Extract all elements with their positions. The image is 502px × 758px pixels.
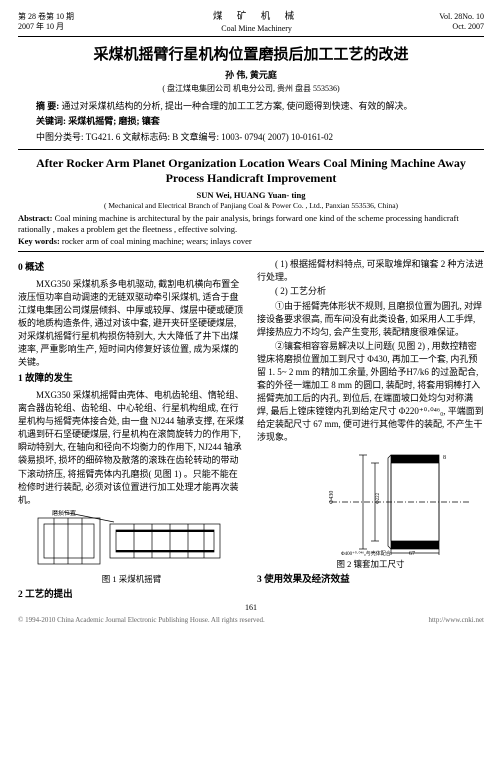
section-0-title: 0 概述: [18, 262, 245, 276]
section-2-p1: ( 1) 根据摇臂材料特点, 可采取堆焊和镶套 2 种方法进行处理。: [257, 258, 484, 284]
abstract-cn-text: 通过对采煤机结构的分析, 提出一种合理的加工工艺方案, 使问题得到快速、有效的解…: [62, 101, 413, 111]
section-2-p3: ①由于摇臂壳体形状不规则, 且磨损位置为圆孔, 对焊接设备要求很高, 而车间没有…: [257, 300, 484, 339]
journal-name-en: Coal Mine Machinery: [213, 24, 300, 34]
title-en: After Rocker Arm Planet Organization Loc…: [18, 156, 484, 186]
section-0-p1: MXG350 采煤机系多电机驱动, 截割电机横向布置全液压恒功率自动调速的无链双…: [18, 278, 245, 369]
abstract-en-text: Coal mining machine is architectural by …: [18, 213, 459, 234]
title-cn: 采煤机摇臂行星机构位置磨损后加工工艺的改进: [18, 43, 484, 64]
separator-rule: [18, 149, 484, 150]
figure-2: Φ430 Φ222 Φ400⁺⁰·⁰⁴⁶₀与壳体配合 67 8 图 2 镶套加工…: [257, 447, 484, 570]
abstract-en-label: Abstract:: [18, 213, 52, 223]
authors-en: SUN Wei, HUANG Yuan- ting: [18, 190, 484, 200]
date-en: Oct. 2007: [439, 22, 484, 32]
section-1-p1: MXG350 采煤机摇臂由壳体、电机齿轮组、惰轮组、离合器齿轮组、齿轮组、中心轮…: [18, 389, 245, 506]
section-2-p2: ( 2) 工艺分析: [257, 285, 484, 298]
footer-copyright: © 1994-2010 China Academic Journal Elect…: [18, 616, 265, 624]
journal-name-cn: 煤 矿 机 械: [213, 12, 300, 24]
header-right: Vol. 28No. 10 Oct. 2007: [439, 12, 484, 34]
fig1-label-1: 磨损位置: [52, 510, 76, 517]
vol-issue-cn: 第 28 卷第 10 期: [18, 12, 74, 22]
keywords-en: Key words: rocker arm of coal mining mac…: [18, 236, 484, 247]
authors-cn: 孙 伟, 黄元庭: [18, 68, 484, 81]
date-cn: 2007 年 10 月: [18, 22, 74, 32]
header-left: 第 28 卷第 10 期 2007 年 10 月: [18, 12, 74, 34]
figure-1-svg: 磨损位置: [34, 510, 229, 572]
figure-2-caption: 图 2 镶套加工尺寸: [257, 558, 484, 570]
fig2-dim-67: 67: [409, 551, 415, 557]
section-1-title: 1 故障的发生: [18, 373, 245, 387]
body-columns: 0 概述 MXG350 采煤机系多电机驱动, 截割电机横向布置全液压恒功率自动调…: [18, 258, 484, 602]
fig2-dim-430: Φ430: [329, 491, 335, 504]
header-center: 煤 矿 机 械 Coal Mine Machinery: [213, 12, 300, 34]
keywords-cn: 关键词: 采煤机摇臂; 磨损; 镶套: [18, 115, 484, 128]
abstract-en: Abstract: Coal mining machine is archite…: [18, 213, 484, 236]
affiliation-cn: ( 盘江煤电集团公司 机电分公司, 贵州 盘县 553536): [18, 83, 484, 94]
abstract-cn: 摘 要: 通过对采煤机结构的分析, 提出一种合理的加工工艺方案, 使问题得到快速…: [18, 100, 484, 113]
body-top-rule: [18, 251, 484, 252]
figure-2-svg: Φ430 Φ222 Φ400⁺⁰·⁰⁴⁶₀与壳体配合 67 8: [271, 447, 471, 557]
keywords-en-label: Key words:: [18, 236, 60, 246]
fig2-dim-222: Φ222: [376, 492, 381, 504]
section-2-p4: ②镶套相容容易解决以上问题( 见图 2) , 用数控精密镗床将磨损位置加工到尺寸…: [257, 340, 484, 444]
section-3-title: 3 使用效果及经济效益: [257, 574, 484, 588]
figure-1-caption: 图 1 采煤机摇臂: [18, 573, 245, 585]
footer-url: http://www.cnki.net: [428, 616, 484, 624]
header-rule: [18, 36, 484, 37]
section-2-title: 2 工艺的提出: [18, 589, 245, 603]
fig2-dim-fit: Φ400⁺⁰·⁰⁴⁶₀与壳体配合: [341, 550, 391, 557]
keywords-en-text: rocker arm of coal mining machine; wears…: [60, 236, 252, 246]
page-header: 第 28 卷第 10 期 2007 年 10 月 煤 矿 机 械 Coal Mi…: [18, 12, 484, 34]
affiliation-en: ( Mechanical and Electrical Branch of Pa…: [18, 201, 484, 210]
fig2-dim-8: 8: [443, 455, 446, 461]
vol-issue-en: Vol. 28No. 10: [439, 12, 484, 22]
page-footer: © 1994-2010 China Academic Journal Elect…: [18, 616, 484, 624]
classification-line: 中图分类号: TG421. 6 文献标志码: B 文章编号: 1003- 079…: [18, 130, 484, 143]
page-number: 161: [18, 603, 484, 612]
abstract-cn-label: 摘 要:: [36, 101, 59, 111]
figure-1: 磨损位置 图 1 采煤机摇臂: [18, 510, 245, 585]
